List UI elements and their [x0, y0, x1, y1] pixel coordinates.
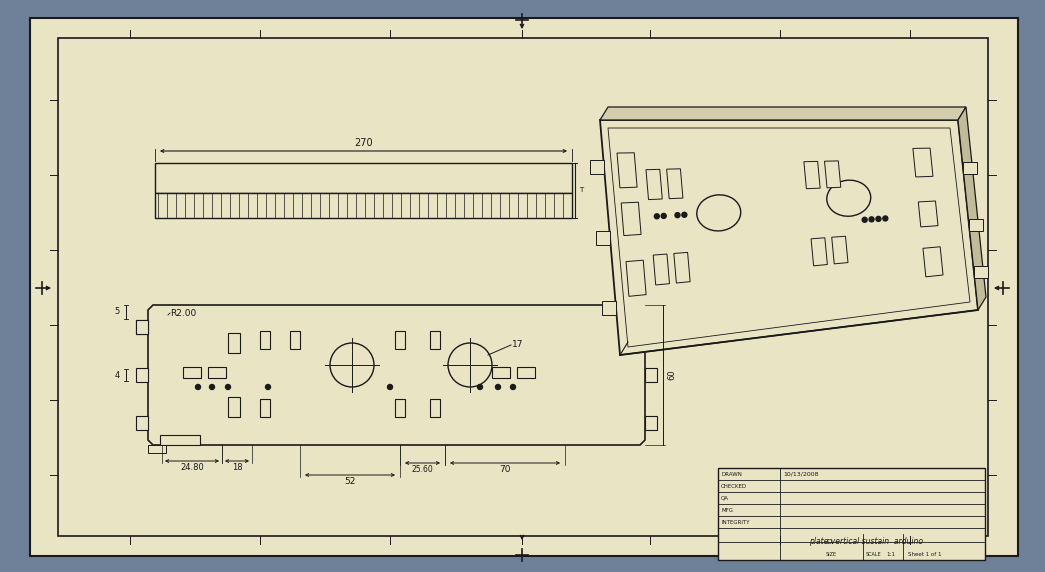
Text: 52: 52 [344, 477, 355, 486]
Bar [718, 468, 985, 560]
Text: SIZE: SIZE [826, 551, 837, 557]
Polygon shape [600, 120, 978, 355]
Circle shape [675, 213, 680, 218]
Polygon shape [667, 169, 683, 198]
Bar [228, 397, 240, 417]
Text: 70: 70 [500, 465, 511, 474]
Circle shape [654, 214, 659, 219]
Circle shape [388, 384, 393, 390]
FancyBboxPatch shape [596, 231, 610, 244]
Bar [260, 399, 270, 417]
Text: 60: 60 [667, 370, 676, 380]
Text: 270: 270 [354, 138, 373, 148]
Bar [291, 331, 300, 349]
Text: 4: 4 [115, 371, 120, 379]
Bar [208, 367, 226, 378]
Polygon shape [919, 201, 938, 227]
Bar [59, 38, 988, 536]
FancyBboxPatch shape [969, 219, 983, 231]
Bar [645, 416, 657, 430]
Text: QA: QA [721, 495, 729, 500]
Bar [148, 445, 166, 453]
Bar [136, 320, 148, 334]
Circle shape [478, 384, 483, 390]
Polygon shape [653, 254, 670, 285]
FancyBboxPatch shape [963, 161, 977, 173]
Bar [160, 435, 200, 445]
Polygon shape [958, 107, 986, 310]
FancyBboxPatch shape [974, 266, 988, 278]
Bar [645, 320, 657, 334]
Text: 25.60: 25.60 [412, 465, 434, 474]
Bar [183, 367, 201, 378]
Polygon shape [646, 169, 663, 200]
Bar [228, 333, 240, 353]
Circle shape [209, 384, 214, 390]
Text: 18: 18 [232, 463, 242, 472]
Circle shape [883, 216, 888, 221]
Polygon shape [621, 202, 641, 236]
Bar [155, 193, 572, 218]
Text: Sheet 1 of 1: Sheet 1 of 1 [908, 551, 942, 557]
Text: plate vertical sustain  arduino: plate vertical sustain arduino [809, 538, 923, 546]
Bar [395, 399, 405, 417]
Bar [492, 367, 510, 378]
Polygon shape [148, 305, 645, 445]
Circle shape [869, 217, 874, 222]
Circle shape [876, 216, 881, 221]
Bar [136, 416, 148, 430]
Polygon shape [136, 320, 148, 334]
Text: INTEGRITY: INTEGRITY [721, 519, 749, 525]
Bar [429, 331, 440, 349]
Circle shape [661, 213, 667, 219]
Circle shape [495, 384, 501, 390]
Circle shape [511, 384, 515, 390]
Polygon shape [617, 153, 637, 188]
Circle shape [195, 384, 201, 390]
Polygon shape [923, 247, 943, 277]
Text: 5: 5 [115, 308, 120, 316]
FancyBboxPatch shape [590, 160, 604, 174]
Polygon shape [913, 148, 933, 177]
Text: R2.00: R2.00 [170, 309, 196, 318]
Bar [645, 368, 657, 382]
Text: SCALE: SCALE [866, 551, 882, 557]
Bar [395, 331, 405, 349]
Text: 24.80: 24.80 [180, 463, 204, 472]
Text: CHECKED: CHECKED [721, 483, 747, 488]
Circle shape [265, 384, 271, 390]
Circle shape [681, 212, 687, 217]
Bar [155, 163, 572, 193]
Polygon shape [600, 107, 966, 120]
Text: D: D [826, 539, 831, 545]
Polygon shape [811, 238, 828, 266]
Bar [136, 368, 148, 382]
Circle shape [862, 217, 867, 223]
Polygon shape [832, 236, 847, 264]
Text: T: T [579, 188, 583, 193]
Polygon shape [626, 260, 646, 296]
Text: MFG: MFG [721, 507, 733, 513]
Bar [429, 399, 440, 417]
FancyBboxPatch shape [602, 301, 616, 315]
Bar [517, 367, 535, 378]
Polygon shape [804, 161, 820, 189]
Text: 1:1: 1:1 [886, 551, 895, 557]
Bar [260, 331, 270, 349]
Text: 17: 17 [512, 340, 524, 349]
Polygon shape [825, 161, 841, 188]
Polygon shape [674, 252, 690, 283]
Text: 10/13/2008: 10/13/2008 [783, 471, 818, 476]
Circle shape [226, 384, 231, 390]
Text: DRAWN: DRAWN [721, 471, 742, 476]
